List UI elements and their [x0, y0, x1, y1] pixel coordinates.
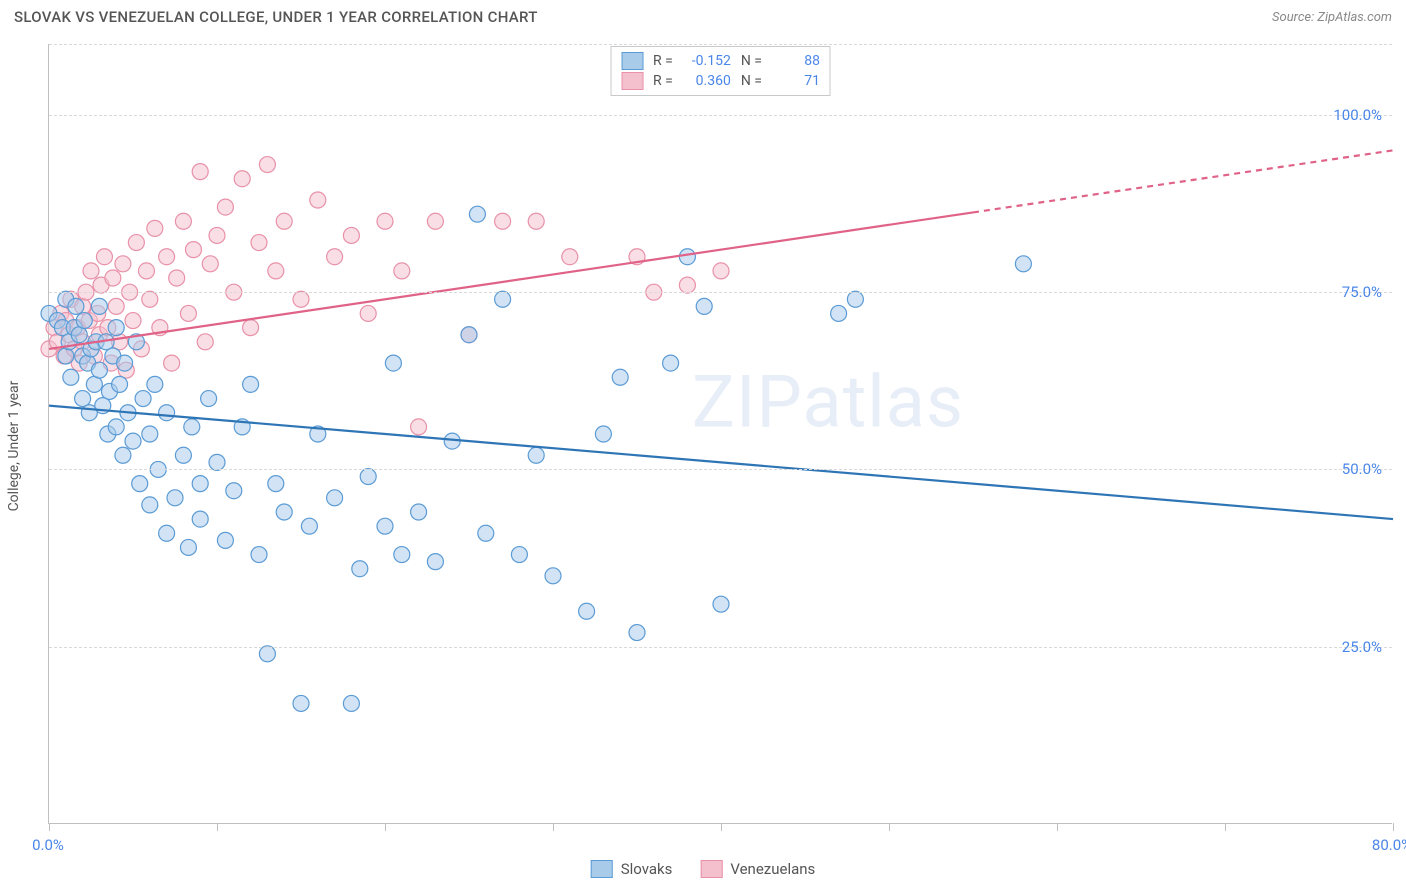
correlation-legend: R = -0.152 N = 88 R = 0.360 N = 71: [610, 46, 831, 96]
series-legend: Slovaks Venezuelans: [591, 860, 816, 878]
ytick-label: 75.0%: [1342, 283, 1382, 301]
xtick: [889, 823, 890, 831]
xtick: [385, 823, 386, 831]
source-label: Source: ZipAtlas.com: [1272, 10, 1392, 25]
xtick: [721, 823, 722, 831]
slovaks-r-value: -0.152: [683, 53, 731, 69]
xtick: [1393, 823, 1394, 831]
xtick-label: 0.0%: [32, 836, 64, 854]
venezuelans-r-value: 0.360: [683, 73, 731, 89]
xtick: [1225, 823, 1226, 831]
xtick-label: 80.0%: [1372, 836, 1406, 854]
legend-item-venezuelans: Venezuelans: [700, 860, 815, 878]
legend-row-slovaks: R = -0.152 N = 88: [621, 51, 820, 71]
xtick: [1057, 823, 1058, 831]
legend-item-slovaks: Slovaks: [591, 860, 673, 878]
r-label: R =: [653, 53, 673, 69]
venezuelans-swatch-icon: [700, 860, 722, 878]
venezuelans-n-value: 71: [772, 73, 820, 89]
slovaks-swatch-icon: [591, 860, 613, 878]
gridline: [49, 647, 1392, 648]
n-label: N =: [741, 73, 762, 89]
ytick-label: 100.0%: [1333, 106, 1382, 124]
slovaks-n-value: 88: [772, 53, 820, 69]
slovaks-label: Slovaks: [621, 860, 673, 878]
venezuelans-swatch-icon: [621, 72, 643, 90]
xtick: [217, 823, 218, 831]
ytick-label: 25.0%: [1342, 638, 1382, 656]
xtick: [553, 823, 554, 831]
r-label: R =: [653, 73, 673, 89]
chart-plot-area: R = -0.152 N = 88 R = 0.360 N = 71 ZIPat…: [48, 44, 1392, 824]
y-axis-label: College, Under 1 year: [6, 381, 22, 512]
scatter-plot-svg: [49, 44, 1392, 823]
gridline: [49, 469, 1392, 470]
legend-row-venezuelans: R = 0.360 N = 71: [621, 71, 820, 91]
xtick: [49, 823, 50, 831]
gridline: [49, 292, 1392, 293]
ytick-label: 50.0%: [1342, 460, 1382, 478]
slovaks-swatch-icon: [621, 52, 643, 70]
venezuelans-label: Venezuelans: [730, 860, 815, 878]
gridline: [49, 115, 1392, 116]
chart-title: SLOVAK VS VENEZUELAN COLLEGE, UNDER 1 YE…: [14, 8, 538, 26]
n-label: N =: [741, 53, 762, 69]
